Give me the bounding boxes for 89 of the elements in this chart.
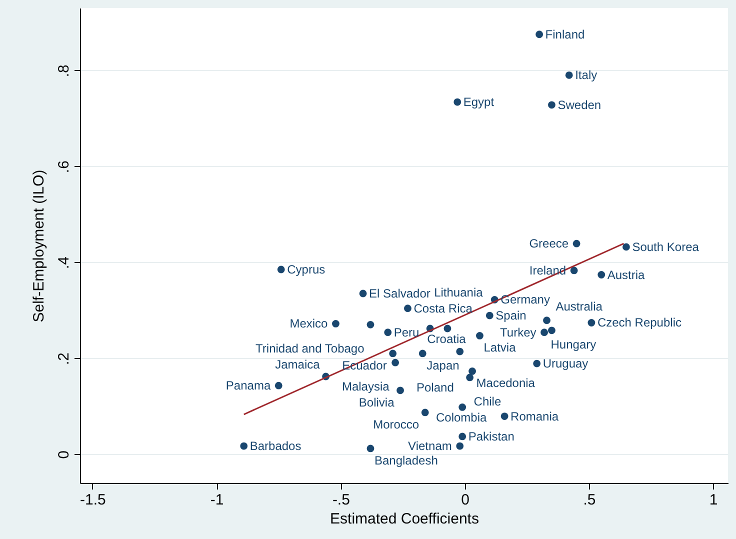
point bbox=[548, 101, 556, 109]
point bbox=[536, 30, 544, 38]
point bbox=[359, 290, 367, 298]
annotation: Macedonia bbox=[476, 376, 536, 390]
annotation: Cyprus bbox=[287, 262, 326, 276]
y-tick-label: .2 bbox=[56, 352, 72, 366]
point bbox=[543, 316, 550, 324]
annotation: Finland bbox=[545, 27, 585, 42]
point bbox=[486, 312, 494, 320]
point bbox=[572, 240, 580, 248]
point bbox=[444, 324, 452, 332]
annotation: Turkey bbox=[500, 325, 536, 340]
point bbox=[540, 328, 548, 336]
point bbox=[456, 442, 464, 450]
point bbox=[458, 403, 466, 411]
annotation: El Salvador bbox=[369, 286, 430, 300]
point bbox=[565, 71, 573, 79]
annotation: Mexico bbox=[290, 316, 328, 331]
point bbox=[500, 412, 508, 420]
point bbox=[588, 319, 596, 326]
annotation: Hungary bbox=[550, 337, 596, 352]
annotation: Austria bbox=[607, 268, 646, 282]
annotation: Trinidad and Tobago bbox=[256, 342, 365, 356]
point bbox=[274, 382, 282, 390]
annotation: Vietnam bbox=[408, 439, 452, 454]
annotation: Barbados bbox=[250, 439, 302, 454]
point bbox=[389, 350, 397, 358]
annotation: Uruguay bbox=[542, 356, 588, 371]
point bbox=[404, 304, 412, 312]
annotation: Croatia bbox=[427, 332, 466, 346]
x-tick-label: 1 bbox=[709, 492, 718, 508]
annotation: Germany bbox=[500, 292, 550, 307]
y-tick-label: 0 bbox=[56, 450, 72, 459]
point bbox=[396, 386, 404, 394]
point bbox=[456, 348, 464, 356]
point bbox=[332, 320, 340, 328]
point bbox=[421, 408, 429, 416]
annotation: Colombia bbox=[436, 410, 488, 425]
annotation: Greece bbox=[529, 236, 569, 251]
x-tick-label: -1 bbox=[210, 492, 224, 508]
annotation: Morocco bbox=[373, 417, 420, 432]
annotation: South Korea bbox=[632, 240, 700, 254]
annotation: Bolivia bbox=[358, 395, 395, 410]
annotation: Chile bbox=[474, 394, 502, 408]
point bbox=[466, 374, 474, 382]
y-axis-title: Self-Employment (ILO) bbox=[30, 170, 48, 322]
x-tick-label: -1.5 bbox=[80, 492, 106, 508]
annotation: Australia bbox=[556, 299, 603, 314]
annotation: Sweden bbox=[558, 98, 602, 112]
point bbox=[622, 243, 630, 251]
point bbox=[458, 432, 466, 440]
x-tick-label: .5 bbox=[583, 492, 596, 508]
point bbox=[392, 358, 400, 366]
y-tick-label: .8 bbox=[56, 64, 72, 78]
point bbox=[366, 320, 374, 328]
point bbox=[468, 368, 476, 375]
x-tick-label: 0 bbox=[461, 492, 470, 508]
point bbox=[384, 328, 392, 336]
annotation: Japan bbox=[426, 358, 460, 372]
annotation: Latvia bbox=[484, 340, 516, 355]
y-tick-label: .6 bbox=[56, 160, 72, 174]
annotation: Poland bbox=[416, 380, 454, 395]
point bbox=[366, 444, 374, 452]
y-tick-label: .4 bbox=[56, 256, 72, 270]
point bbox=[454, 98, 462, 106]
x-tick-label: -.5 bbox=[332, 492, 350, 508]
annotation: Jamaica bbox=[275, 357, 320, 372]
point bbox=[240, 442, 248, 450]
annotation: Costa Rica bbox=[414, 301, 473, 316]
point bbox=[533, 360, 541, 368]
point bbox=[570, 266, 578, 274]
annotation: Lithuania bbox=[434, 286, 484, 300]
annotation: Spain bbox=[496, 308, 526, 323]
x-axis-title: Estimated Coefficients bbox=[330, 510, 479, 528]
point bbox=[277, 266, 285, 274]
annotation: Pakistan bbox=[468, 429, 514, 444]
annotation: Czech Republic bbox=[597, 316, 682, 330]
annotation: Peru bbox=[394, 325, 420, 340]
annotation: Ireland bbox=[529, 263, 566, 278]
point bbox=[548, 326, 556, 334]
annotation: Italy bbox=[575, 68, 598, 82]
annotation: Romania bbox=[510, 409, 559, 424]
annotation: Panama bbox=[226, 378, 271, 393]
annotation: Malaysia bbox=[342, 380, 390, 394]
annotation: Egypt bbox=[463, 95, 495, 110]
annotation: Bangladesh bbox=[374, 453, 438, 468]
point bbox=[418, 350, 426, 358]
point bbox=[598, 271, 606, 278]
point bbox=[476, 332, 484, 340]
